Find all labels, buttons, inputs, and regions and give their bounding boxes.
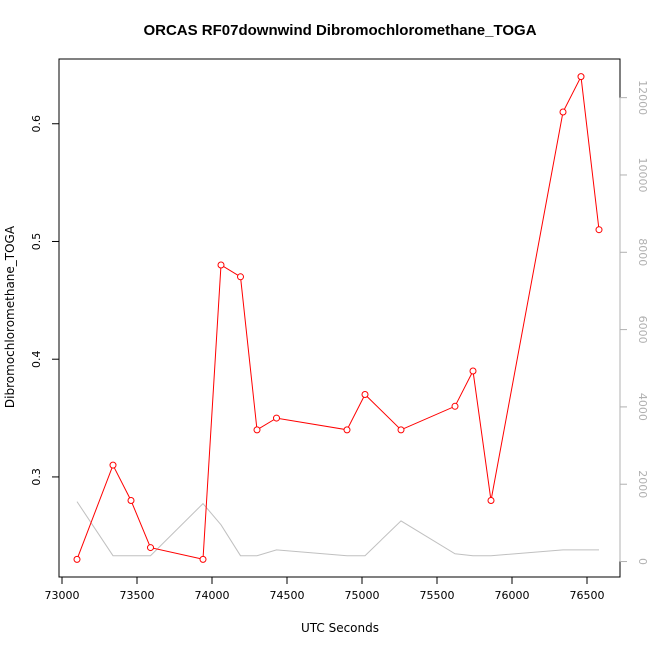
y-axis-right: 0 2000 4000 6000 8000 10000 12000 (619, 80, 649, 565)
x-tick-label: 75000 (345, 589, 380, 602)
y-tick-label: 0.5 (30, 233, 43, 251)
x-axis: 73000 73500 74000 74500 75000 75500 76000 76500 (45, 576, 605, 602)
data-point (253, 426, 261, 434)
data-point (559, 108, 567, 116)
x-tick-label: 76500 (570, 589, 605, 602)
y2-tick-label: 8000 (636, 238, 649, 266)
y2-tick-label: 4000 (636, 393, 649, 421)
x-tick-label: 74000 (195, 589, 230, 602)
data-point (343, 426, 351, 434)
secondary-series-line (76, 501, 599, 557)
data-point (273, 414, 280, 422)
x-tick-label: 73500 (120, 589, 155, 602)
y-tick-label: 0.6 (30, 115, 43, 133)
y2-tick-label: 6000 (636, 316, 649, 344)
x-tick-label: 73000 (45, 589, 80, 602)
data-point (109, 461, 117, 469)
y-tick-label: 0.3 (30, 468, 43, 486)
data-point (199, 555, 207, 563)
data-point (577, 73, 585, 81)
series-layer (73, 73, 603, 563)
data-point (361, 391, 369, 399)
data-point (217, 261, 225, 269)
y2-tick-label: 10000 (636, 157, 649, 192)
data-point (595, 226, 603, 234)
y2-tick-label: 2000 (636, 470, 649, 498)
chart-title: ORCAS RF07downwind Dibromochloromethane_… (143, 22, 536, 39)
data-point (487, 496, 495, 504)
y-axis-left: 0.3 0.4 0.5 0.6 (30, 115, 60, 486)
primary-series-line (76, 75, 600, 560)
y2-tick-label: 0 (636, 558, 649, 565)
y-tick-label: 0.4 (30, 350, 43, 368)
data-point (127, 496, 135, 504)
y2-tick-label: 12000 (636, 80, 649, 115)
x-tick-label: 74500 (270, 589, 305, 602)
plot-frame (58, 58, 621, 578)
x-tick-label: 75500 (420, 589, 455, 602)
data-point (147, 544, 154, 552)
x-axis-label: UTC Seconds (301, 621, 379, 635)
data-point (237, 273, 244, 281)
y-axis-label: Dibromochloromethane_TOGA (3, 225, 17, 408)
data-point (469, 367, 477, 375)
x-tick-label: 76000 (495, 589, 530, 602)
data-point (73, 555, 81, 563)
data-point (397, 426, 405, 434)
data-point (451, 402, 459, 410)
